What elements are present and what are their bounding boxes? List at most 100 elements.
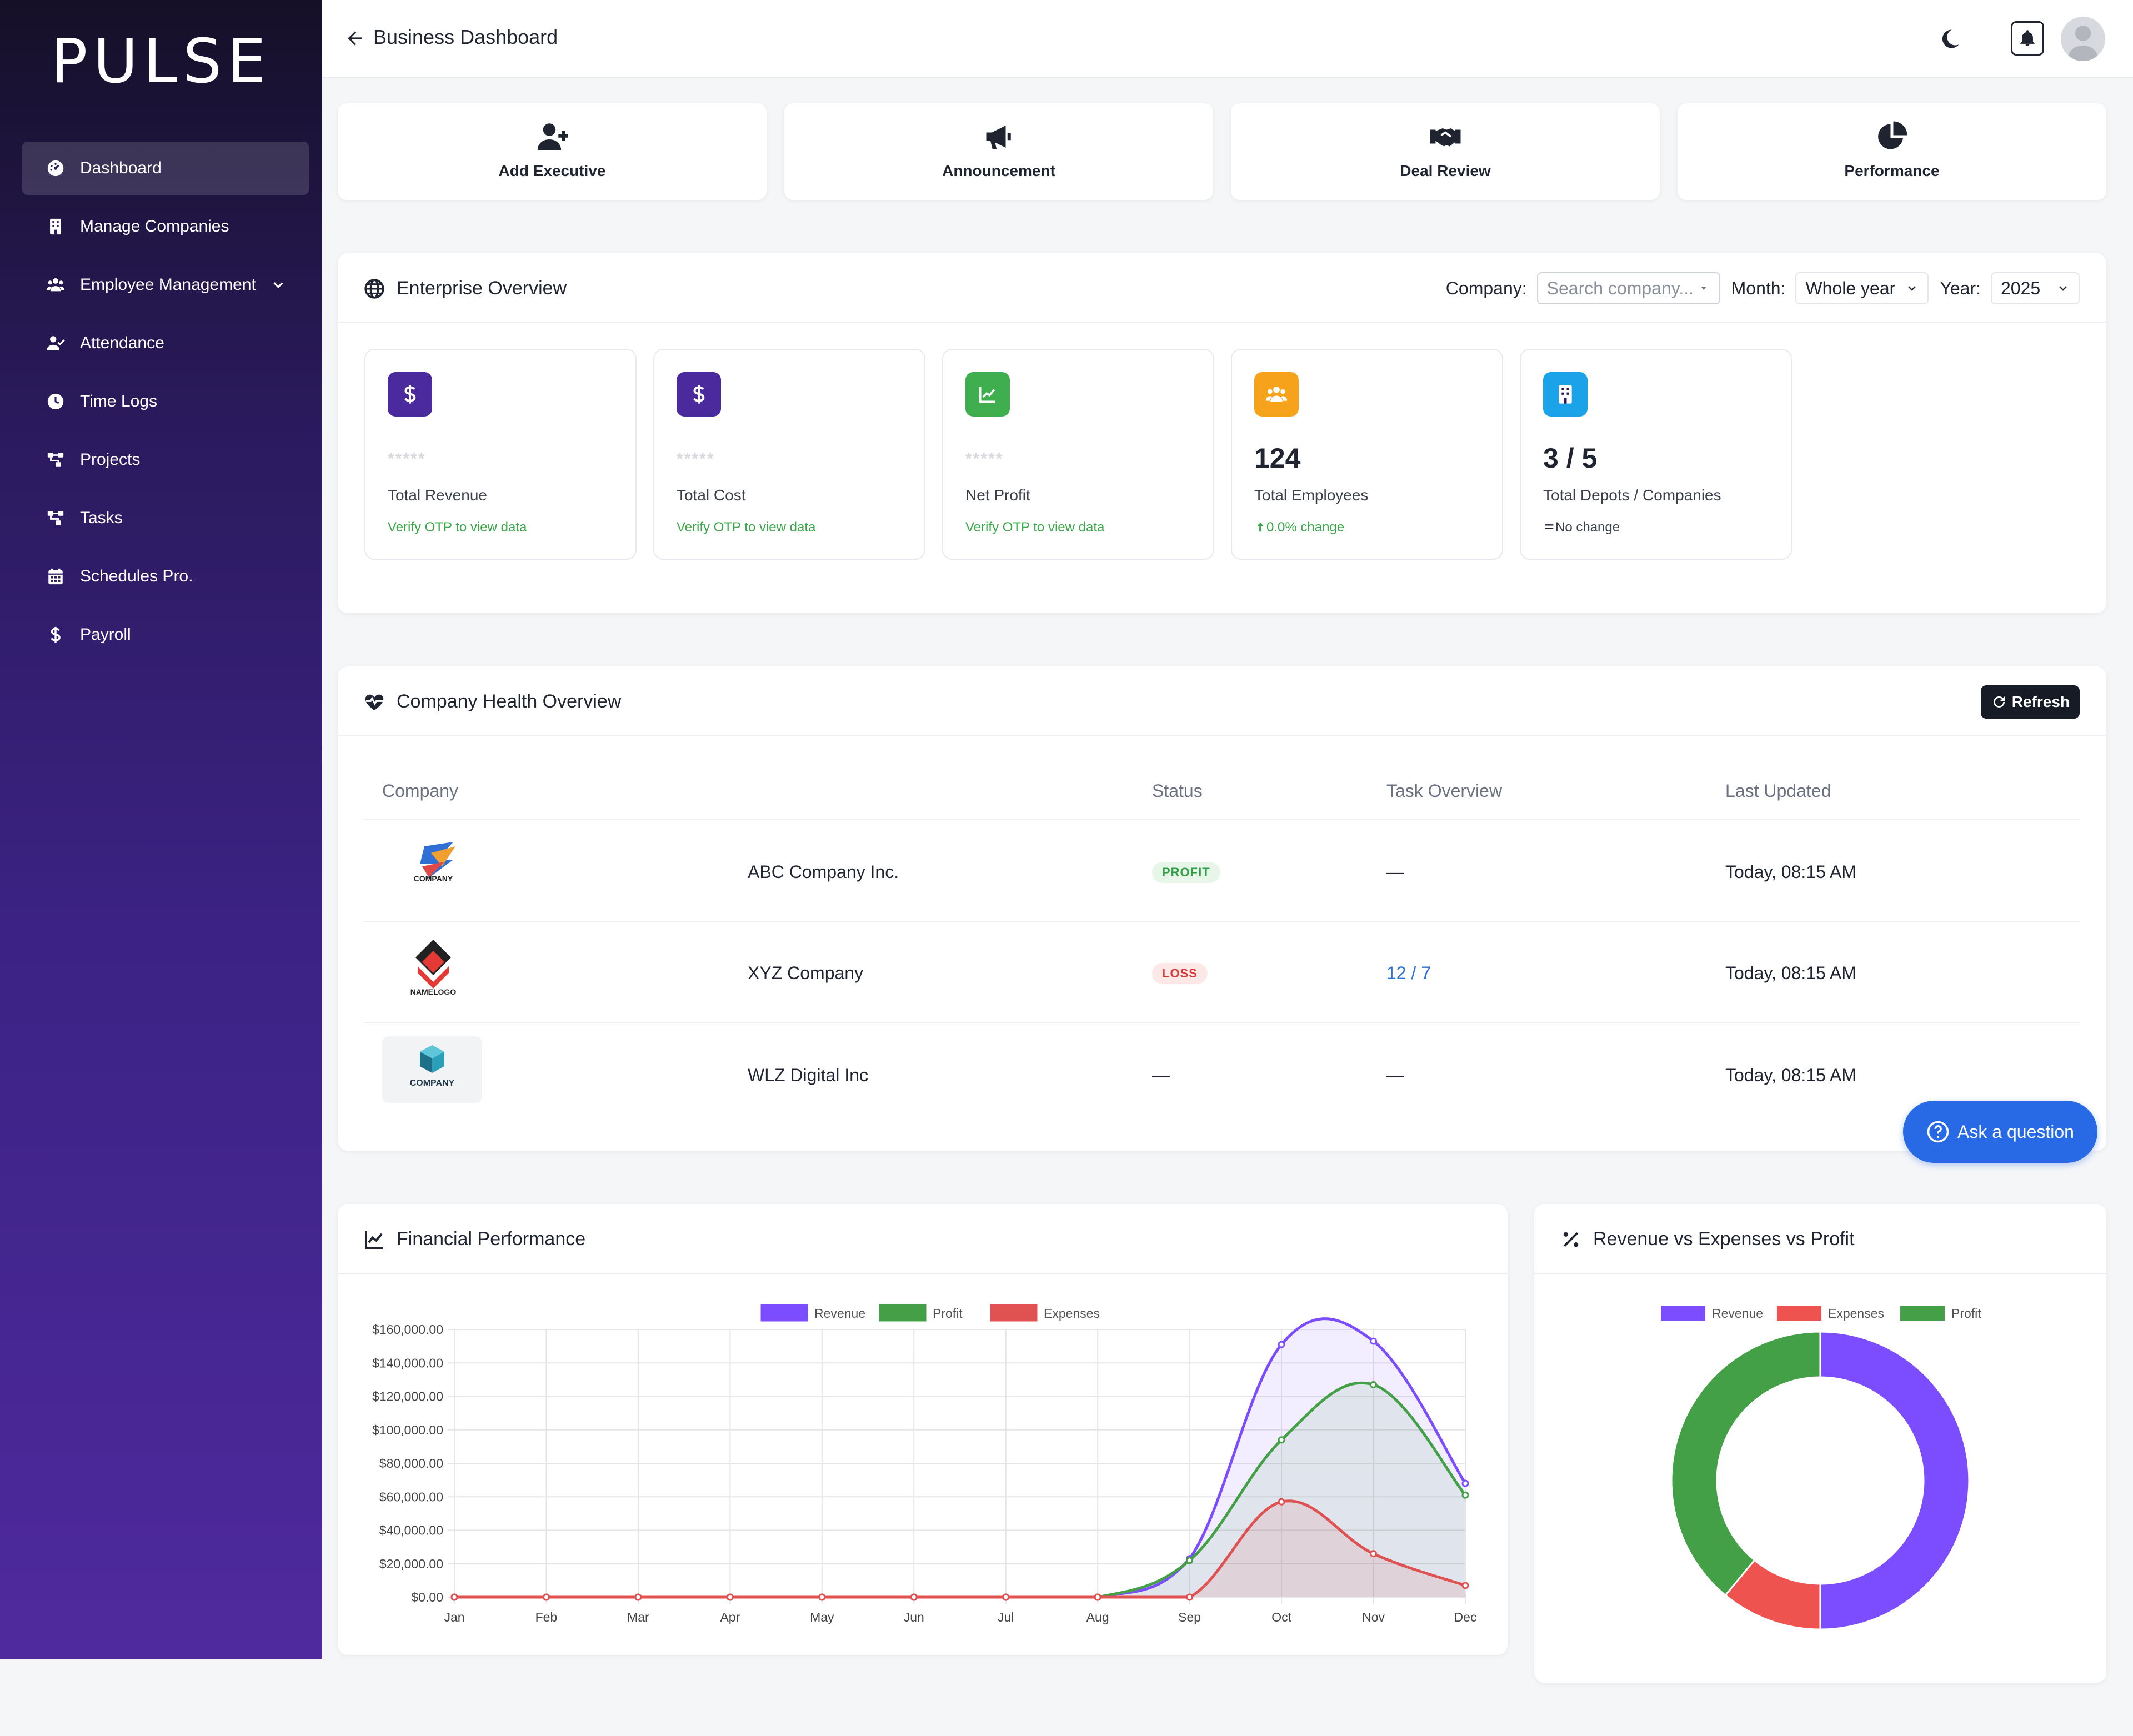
year-select[interactable]: 2025: [1991, 272, 2080, 304]
stat-value: *****: [388, 450, 426, 468]
chevron-down-icon: [1908, 286, 1916, 291]
donut-slice-revenue[interactable]: [1819, 1331, 1970, 1630]
add-executive-button[interactable]: Add Executive: [338, 103, 767, 200]
stat-card-total-employees: 124 Total Employees 0.0% change: [1231, 349, 1503, 560]
ask-question-button[interactable]: Ask a question: [1903, 1101, 2097, 1163]
x-tick-label: Jan: [444, 1610, 464, 1624]
data-point-expenses[interactable]: [1370, 1550, 1378, 1558]
task-overview: —: [1386, 1065, 1404, 1085]
data-point-expenses[interactable]: [450, 1593, 458, 1601]
announcement-button[interactable]: Announcement: [784, 103, 1213, 200]
sidebar-item-manage-companies[interactable]: Manage Companies: [22, 200, 309, 253]
legend-swatch[interactable]: [760, 1304, 808, 1322]
sidebar-item-tasks[interactable]: Tasks: [22, 491, 309, 545]
data-point-expenses[interactable]: [1186, 1593, 1194, 1601]
gauge-icon: [44, 157, 67, 179]
clock-icon: [44, 390, 67, 413]
task-overview: —: [1386, 862, 1404, 882]
x-tick-label: Dec: [1454, 1610, 1477, 1624]
y-tick-label: $80,000.00: [379, 1456, 443, 1471]
legend-label[interactable]: Profit: [1951, 1306, 1981, 1321]
sidebar-item-employee-management[interactable]: Employee Management: [22, 258, 309, 312]
legend-swatch[interactable]: [1661, 1306, 1705, 1321]
data-point-expenses[interactable]: [1278, 1498, 1285, 1506]
sidebar-item-time-logs[interactable]: Time Logs: [22, 375, 309, 428]
legend-label[interactable]: Profit: [933, 1306, 963, 1321]
data-point-profit[interactable]: [1186, 1557, 1194, 1564]
column-status: Status: [1152, 781, 1203, 801]
data-point-expenses[interactable]: [1461, 1582, 1469, 1589]
sidebar-item-label: Time Logs: [80, 392, 157, 410]
globe-icon: [364, 279, 384, 299]
chevron-down-icon: [273, 282, 283, 288]
data-point-expenses[interactable]: [910, 1593, 918, 1601]
x-tick-label: Mar: [627, 1610, 649, 1624]
chart-line-icon: [965, 372, 1010, 417]
data-point-revenue[interactable]: [1461, 1479, 1469, 1487]
financial-performance-title: Financial Performance: [397, 1228, 586, 1250]
heartbeat-icon: [365, 694, 384, 710]
stat-card-total-revenue: ***** Total Revenue Verify OTP to view dat…: [364, 349, 637, 560]
data-point-expenses[interactable]: [726, 1593, 734, 1601]
sidebar-item-attendance[interactable]: Attendance: [22, 317, 309, 370]
moon-icon[interactable]: [1937, 27, 1962, 51]
legend-label[interactable]: Revenue: [1712, 1306, 1763, 1321]
sitemap-icon: [44, 449, 67, 471]
series-area-revenue: [454, 1318, 1465, 1597]
legend-swatch[interactable]: [1777, 1306, 1821, 1321]
company-name: ABC Company Inc.: [748, 862, 899, 882]
data-point-expenses[interactable]: [1002, 1593, 1010, 1601]
legend-swatch[interactable]: [879, 1304, 927, 1322]
company-search-select[interactable]: Search company...: [1536, 272, 1720, 304]
y-tick-label: $140,000.00: [372, 1356, 443, 1370]
x-tick-label: Aug: [1086, 1610, 1109, 1624]
task-overview-link[interactable]: 12 / 7: [1386, 963, 1431, 983]
legend-swatch[interactable]: [990, 1304, 1038, 1322]
financial-performance-header: Financial Performance: [338, 1204, 1508, 1274]
data-point-profit[interactable]: [1461, 1491, 1469, 1499]
sidebar-item-label: Schedules Pro.: [80, 567, 193, 585]
donut-slice-profit[interactable]: [1670, 1331, 1821, 1597]
data-point-expenses[interactable]: [542, 1593, 550, 1601]
data-point-expenses[interactable]: [1094, 1593, 1101, 1601]
refresh-button[interactable]: Refresh: [1980, 685, 2080, 719]
users-icon: [1254, 372, 1299, 417]
back-arrow-icon[interactable]: [344, 28, 365, 49]
chevron-down-icon: [2059, 286, 2067, 291]
sidebar-item-payroll[interactable]: Payroll: [22, 608, 309, 661]
data-point-expenses[interactable]: [634, 1593, 642, 1601]
calendar-icon: [44, 565, 67, 588]
data-point-profit[interactable]: [1370, 1381, 1378, 1388]
company-health-header: Company Health Overview Refresh: [338, 666, 2106, 736]
stat-value: 124: [1254, 443, 1301, 474]
month-select[interactable]: Whole year: [1795, 272, 1929, 304]
notifications-button[interactable]: [2011, 21, 2044, 56]
data-point-profit[interactable]: [1278, 1436, 1285, 1444]
deal-review-button[interactable]: Deal Review: [1231, 103, 1660, 200]
enterprise-overview-title: Enterprise Overview: [397, 278, 567, 299]
data-point-expenses[interactable]: [818, 1593, 826, 1601]
sidebar-item-projects[interactable]: Projects: [22, 433, 309, 486]
data-point-revenue[interactable]: [1370, 1337, 1378, 1345]
legend-label[interactable]: Expenses: [1828, 1306, 1884, 1321]
legend-label[interactable]: Expenses: [1044, 1306, 1100, 1321]
xyz-logo-graphic: [415, 940, 451, 989]
row-divider: [363, 1022, 2080, 1023]
data-point-revenue[interactable]: [1278, 1341, 1285, 1348]
performance-button[interactable]: Performance: [1678, 103, 2106, 200]
year-filter-label: Year:: [1940, 278, 1981, 298]
question-circle-icon: [1927, 1121, 1949, 1143]
user-avatar[interactable]: [2061, 17, 2105, 61]
column-last-updated: Last Updated: [1725, 781, 1831, 801]
legend-swatch[interactable]: [1900, 1306, 1945, 1321]
revenue-donut-chart: Revenue Expenses Profit: [1661, 1306, 1981, 1630]
stat-label: Total Cost: [677, 486, 746, 504]
dollar-icon: [388, 372, 432, 417]
sidebar-item-schedules-pro[interactable]: Schedules Pro.: [22, 550, 309, 603]
legend-label[interactable]: Revenue: [814, 1306, 865, 1321]
row-divider: [363, 921, 2080, 922]
y-tick-label: $40,000.00: [379, 1523, 443, 1538]
stat-value: *****: [677, 450, 715, 468]
sidebar-item-dashboard[interactable]: Dashboard: [22, 142, 309, 195]
sitemap-icon: [44, 507, 67, 529]
